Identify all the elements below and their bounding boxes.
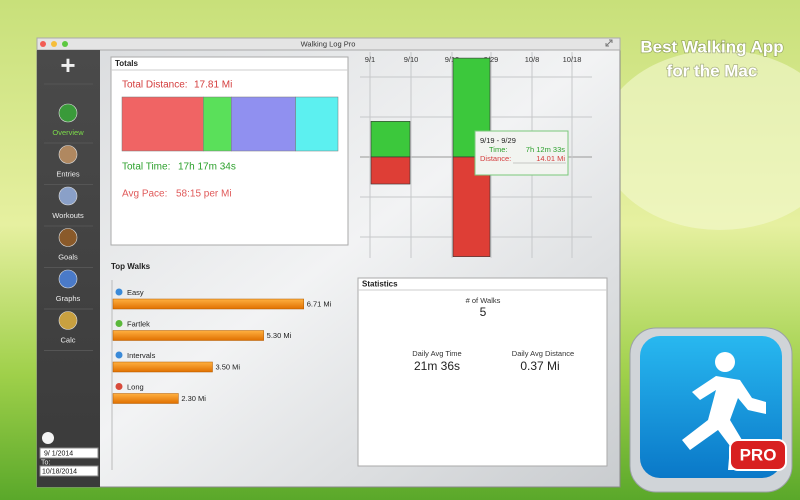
walk-icon [115, 320, 123, 327]
date-to: 10/18/2014 [42, 468, 77, 475]
app-window: Walking Log Pro + Overview Entries Workout… [36, 37, 621, 488]
avg-time-label: Daily Avg Time [412, 349, 461, 358]
statistics-panel [357, 277, 608, 467]
x-tick-label: 9/1 [365, 55, 375, 64]
distance-segment [203, 96, 232, 152]
total-time: 17h 17m 34s [178, 162, 236, 173]
walk-bar [112, 330, 264, 341]
icon-badge: PRO [740, 445, 777, 464]
distance-segment [231, 96, 296, 152]
sidebar-icon [58, 228, 78, 247]
walk-name: Fartlek [127, 319, 150, 328]
x-tick-label: 9/19 [445, 55, 460, 64]
sidebar-item[interactable]: Workouts [44, 186, 93, 227]
tooltip-distance: 14.01 Mi [536, 154, 565, 163]
avg-pace-label: Avg Pace: [122, 189, 167, 200]
tooltip-range: 9/19 - 9/29 [480, 136, 516, 145]
total-distance-label: Total Distance: [122, 80, 188, 91]
promo-headline: Best Walking App [640, 37, 783, 56]
total-distance: 17.81 Mi [194, 80, 232, 91]
sidebar-icon [58, 311, 78, 330]
sidebar-label: Entries [56, 169, 80, 178]
x-tick-label: 10/18 [563, 55, 582, 64]
walk-value-label: 6.71 Mi [307, 299, 332, 308]
total-time-label: Total Time: [122, 162, 170, 173]
walk-value-label: 3.50 Mi [216, 362, 241, 371]
walk-value-label: 5.30 Mi [267, 331, 292, 340]
date-from: 9/ 1/2014 [44, 450, 73, 457]
walk-icon [115, 288, 123, 296]
walk-icon [115, 383, 123, 390]
sidebar-item[interactable]: Entries [44, 145, 93, 185]
tooltip-box [474, 130, 569, 176]
walk-bar [112, 361, 213, 373]
to-label: To: [41, 459, 50, 466]
avg-time: 21m 36s [414, 359, 460, 373]
walk-icon [115, 351, 123, 359]
walks-count: 5 [480, 305, 487, 319]
walk-name: Long [127, 382, 144, 391]
tooltip-distance-label: Distance: [480, 154, 511, 163]
sidebar-item[interactable]: Overview [44, 103, 93, 144]
fullscreen-button[interactable] [605, 39, 613, 47]
date-to-field[interactable] [39, 465, 99, 477]
minimize-button[interactable] [51, 41, 57, 47]
window-title: Walking Log Pro [301, 39, 356, 48]
sidebar-item[interactable]: Graphs [44, 269, 93, 310]
walk-name: Intervals [127, 351, 156, 360]
sidebar [37, 50, 100, 487]
tooltip-time-label: Time: [489, 145, 507, 154]
panel-title: Top Walks [111, 262, 151, 271]
walk-value-label: 2.30 Mi [181, 394, 206, 403]
toggle[interactable] [42, 432, 54, 444]
distance-segment [295, 96, 339, 152]
x-tick-label: 9/10 [404, 55, 419, 64]
sidebar-item[interactable]: Calc [44, 311, 93, 351]
panel-title: Statistics [362, 280, 398, 289]
sidebar-icon [58, 103, 78, 123]
x-tick-label: 9/29 [484, 55, 499, 64]
sidebar-item[interactable]: Goals [44, 228, 93, 268]
add-button[interactable]: + [60, 50, 75, 80]
date-from-field[interactable] [39, 447, 99, 459]
time-bar [370, 121, 411, 158]
zoom-button[interactable] [62, 41, 68, 47]
tooltip: 9/19 - 9/29 Time: 7h 12m 33s Distance: 1… [474, 130, 569, 176]
panel-title: Totals [115, 59, 139, 68]
sidebar-icon [58, 145, 78, 164]
sidebar-label: Calc [60, 335, 75, 344]
tooltip-time: 7h 12m 33s [526, 145, 565, 154]
avg-pace: 58:15 per Mi [176, 189, 232, 200]
sidebar-icon [58, 269, 78, 289]
walk-bar [112, 393, 179, 404]
walk-name: Easy [127, 288, 144, 297]
app-icon: PRO [629, 327, 793, 493]
sidebar-label: Goals [58, 252, 78, 261]
avg-distance-label: Daily Avg Distance [512, 349, 574, 358]
distance-segment [121, 96, 204, 152]
sidebar-label: Workouts [52, 211, 84, 220]
sidebar-label: Graphs [56, 294, 81, 303]
time-bar [452, 57, 491, 158]
walks-label: # of Walks [466, 296, 501, 305]
x-tick-label: 10/8 [525, 55, 540, 64]
close-button[interactable] [40, 41, 46, 47]
sidebar-icon [58, 186, 78, 206]
sidebar-label: Overview [52, 128, 84, 137]
walk-bar [112, 298, 305, 310]
avg-distance: 0.37 Mi [520, 359, 559, 373]
promo-headline: for the Mac [667, 61, 758, 80]
background-glow [600, 50, 800, 230]
distance-bar [370, 156, 411, 185]
title-bar [36, 37, 621, 51]
